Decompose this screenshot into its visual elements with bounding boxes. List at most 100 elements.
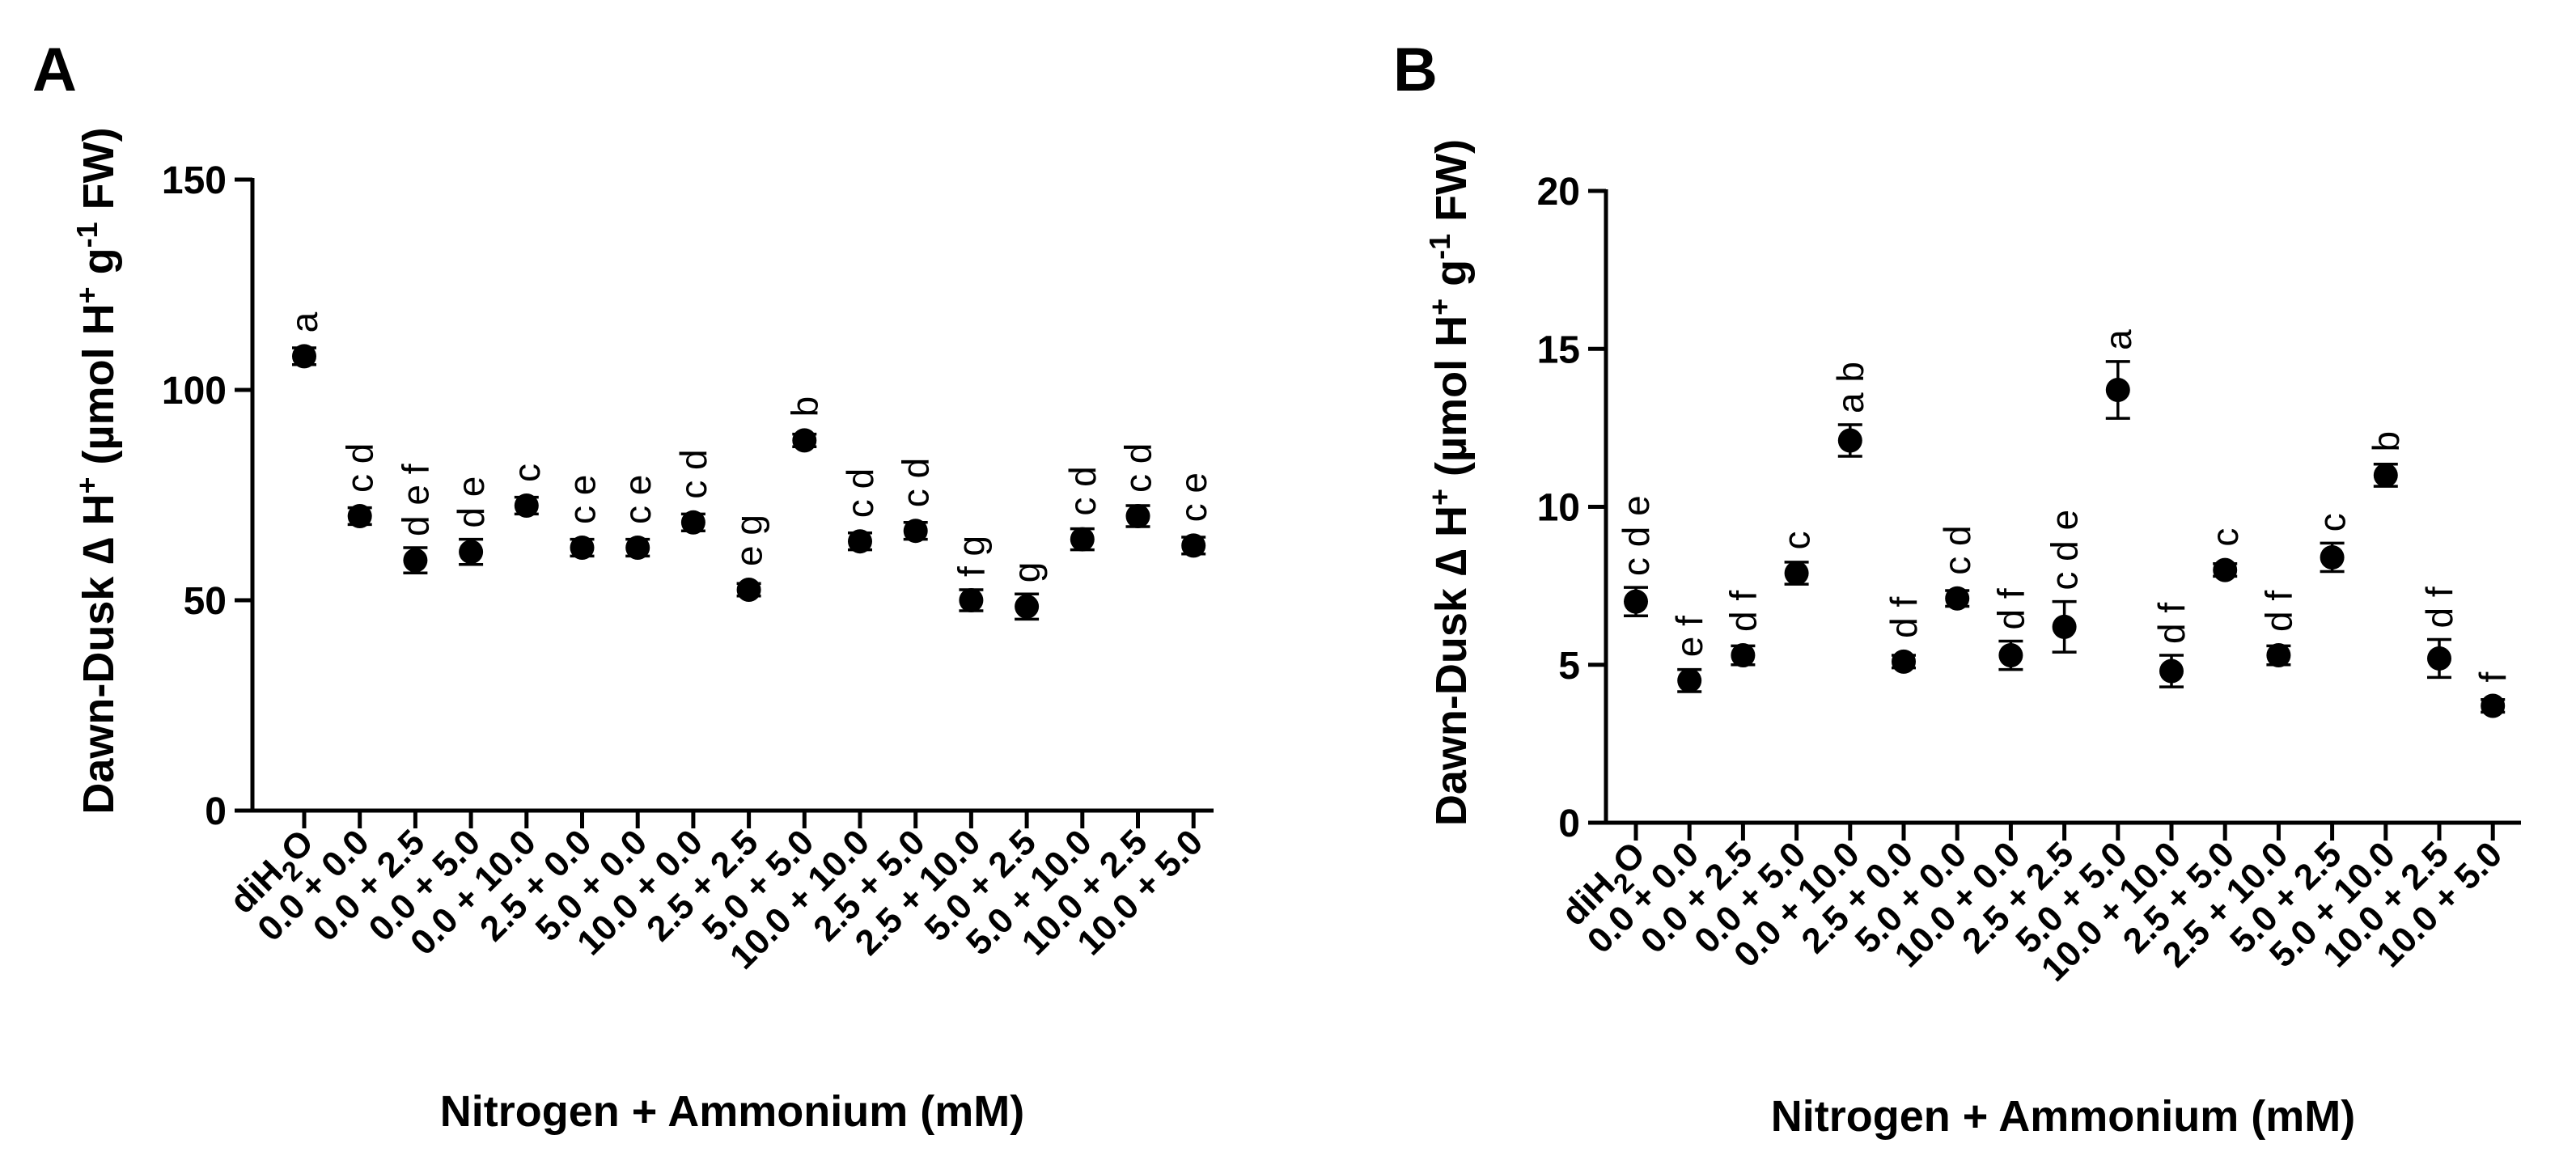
significance-label: e f [1668,616,1710,657]
data-point [514,493,539,518]
data-point [903,519,928,544]
data-point [792,428,817,453]
significance-label: c [506,464,548,482]
y-axis-title-segment: Dawn-Dusk ∆ H [1427,506,1476,826]
data-point [2105,378,2130,403]
significance-label: c d [895,458,937,507]
data-point [1945,586,1970,611]
panel-letter: A [32,36,77,104]
significance-label: d e [450,476,492,528]
y-axis-title: Dawn-Dusk ∆ H+ (µmol H+ g-1 FW) [70,127,123,814]
data-point [680,510,705,535]
data-point [1998,643,2023,668]
significance-label: d f [1883,596,1925,637]
data-point [2373,463,2398,488]
data-point [570,536,595,560]
y-axis-title-segment: (µmol H [74,303,123,476]
data-point [1181,533,1206,558]
data-point [1731,643,1756,668]
data-point [1070,527,1095,552]
data-point [2320,544,2345,570]
y-tick-label: 10 [1537,487,1580,530]
data-point [2266,643,2291,668]
panel-letter: B [1393,36,1438,104]
x-axis-title: Nitrogen + Ammonium (mM) [1771,1092,2356,1141]
significance-label: c d e [2044,510,2086,591]
significance-label: b [2365,431,2407,452]
data-point [2213,557,2238,582]
significance-label: c [2204,528,2246,547]
data-point [292,344,316,369]
y-axis-title-segment: FW) [1427,139,1476,234]
significance-label: d f [2418,586,2460,628]
data-point [1784,561,1809,586]
y-axis-title-segment: + [1423,299,1456,315]
y-axis-title-segment: Dawn-Dusk ∆ H [74,494,123,815]
data-point [1015,594,1040,619]
significance-label: c d [1936,525,1978,574]
significance-label: d e f [394,464,436,536]
data-point [347,504,372,528]
significance-label: c e [561,475,604,524]
significance-label: f g [950,536,992,577]
significance-label: c d [1061,466,1104,515]
significance-label: c d [339,443,381,493]
significance-label: c d e [1615,495,1657,576]
data-point [1677,668,1702,693]
y-tick-label: 50 [184,580,227,623]
significance-label: a [283,311,325,332]
significance-label: c d [1117,443,1159,493]
significance-label: g [1006,562,1048,583]
y-axis-title-segment: + [70,476,104,493]
data-point [1892,649,1916,674]
y-tick-label: 0 [205,790,227,833]
significance-label: d f [2150,603,2193,644]
y-axis-title: Dawn-Dusk ∆ H+ (µmol H+ g-1 FW) [1423,139,1476,826]
data-point [403,548,428,573]
y-axis-title-segment: + [70,286,104,303]
data-point [2052,614,2077,639]
data-point [848,529,872,554]
x-axis-title: Nitrogen + Ammonium (mM) [440,1087,1025,1136]
significance-label: d f [1989,588,2032,629]
significance-label: f [2472,672,2514,683]
y-tick-label: 0 [1558,802,1580,845]
significance-label: d f [1722,591,1764,632]
y-axis-title-segment: -1 [1423,234,1456,260]
significance-label: c d [672,449,714,498]
data-point [2427,646,2451,671]
data-point [1837,428,1862,453]
data-point [1125,504,1150,528]
significance-label: a [2097,329,2139,350]
significance-label: b [783,396,825,417]
y-axis-title-segment: g [1427,260,1476,299]
y-axis-title-segment: FW) [74,127,123,222]
y-tick-label: 150 [162,159,227,202]
data-point [959,588,984,612]
y-axis-title-segment: g [74,248,123,286]
significance-label: c e [616,475,659,524]
significance-label: c [1776,531,1818,550]
significance-label: d f [2257,591,2299,632]
y-axis-title-segment: -1 [70,222,104,248]
data-point [459,540,484,565]
data-point [625,536,650,560]
y-tick-label: 20 [1537,171,1580,214]
y-axis-title-segment: (µmol H [1427,315,1476,489]
significance-label: e g [728,515,770,566]
y-axis-title-segment: + [1423,489,1456,506]
y-tick-label: 100 [162,370,227,413]
y-tick-label: 15 [1537,328,1580,371]
significance-label: c [2311,513,2354,531]
significance-label: a b [1829,362,1871,413]
significance-label: c e [1172,472,1214,522]
data-point [736,578,761,602]
significance-label: c d [839,468,881,518]
data-point [2481,693,2506,718]
y-tick-label: 5 [1558,645,1580,688]
data-point [2159,658,2184,684]
data-point [1624,589,1648,614]
